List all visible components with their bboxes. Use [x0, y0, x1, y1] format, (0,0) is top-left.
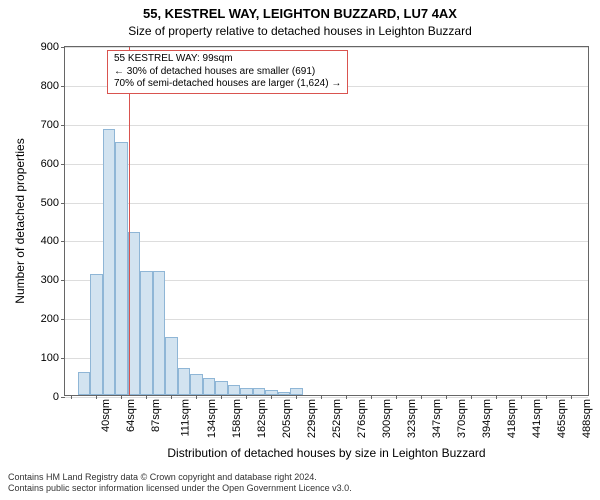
x-tick-label: 205sqm	[281, 399, 293, 438]
histogram-bar	[278, 392, 291, 395]
histogram-bar	[253, 388, 266, 395]
y-tick-label: 300	[41, 274, 65, 286]
x-tick-label: 394sqm	[481, 399, 493, 438]
x-tick-label: 300sqm	[381, 399, 393, 438]
x-axis-label: Distribution of detached houses by size …	[64, 446, 589, 460]
x-tick-label: 87sqm	[150, 399, 162, 432]
x-tick-label: 134sqm	[206, 399, 218, 438]
x-tick-label: 441sqm	[531, 399, 543, 438]
histogram-bar	[165, 337, 178, 395]
x-tick-label: 276sqm	[356, 399, 368, 438]
y-tick-label: 0	[53, 391, 65, 403]
gridline-h	[65, 203, 588, 204]
y-tick-label: 700	[41, 119, 65, 131]
x-tick-label: 370sqm	[456, 399, 468, 438]
histogram-bar	[178, 368, 191, 395]
x-tick-label: 347sqm	[431, 399, 443, 438]
footer-line1: Contains HM Land Registry data © Crown c…	[8, 472, 352, 483]
gridline-h	[65, 241, 588, 242]
histogram-bar	[228, 385, 241, 395]
gridline-h	[65, 47, 588, 48]
gridline-h	[65, 397, 588, 398]
x-tick-label: 252sqm	[331, 399, 343, 438]
annotation-box: 55 KESTREL WAY: 99sqm← 30% of detached h…	[107, 50, 348, 94]
histogram-bar	[140, 271, 153, 395]
y-tick-label: 900	[41, 41, 65, 53]
y-tick-label: 100	[41, 352, 65, 364]
chart-title-line1: 55, KESTREL WAY, LEIGHTON BUZZARD, LU7 4…	[0, 6, 600, 21]
x-tick-label: 323sqm	[406, 399, 418, 438]
gridline-h	[65, 125, 588, 126]
footer-attribution: Contains HM Land Registry data © Crown c…	[8, 472, 352, 494]
x-tick-label: 158sqm	[231, 399, 243, 438]
x-tick-label: 64sqm	[125, 399, 137, 432]
histogram-bar	[240, 388, 253, 395]
y-axis-label: Number of detached properties	[13, 138, 27, 303]
annotation-line: 55 KESTREL WAY: 99sqm	[114, 53, 341, 66]
histogram-bar	[215, 381, 228, 395]
y-tick-label: 500	[41, 197, 65, 209]
histogram-bar	[115, 142, 128, 395]
plot-area: 010020030040050060070080090040sqm64sqm87…	[64, 46, 589, 396]
x-tick-label: 111sqm	[180, 399, 192, 437]
footer-line2: Contains public sector information licen…	[8, 483, 352, 494]
y-tick-label: 600	[41, 158, 65, 170]
x-tick-label: 40sqm	[100, 399, 112, 432]
reference-line	[129, 47, 130, 395]
x-tick-label: 182sqm	[256, 399, 268, 438]
histogram-bar	[190, 374, 203, 395]
histogram-bar	[290, 388, 303, 395]
y-tick-label: 800	[41, 80, 65, 92]
chart-title-line2: Size of property relative to detached ho…	[0, 24, 600, 38]
annotation-line: ← 30% of detached houses are smaller (69…	[114, 66, 341, 79]
histogram-bar	[90, 274, 103, 395]
x-tick-label: 418sqm	[506, 399, 518, 438]
x-tick-label: 488sqm	[581, 399, 593, 438]
histogram-bar	[153, 271, 166, 395]
annotation-line: 70% of semi-detached houses are larger (…	[114, 78, 341, 91]
gridline-h	[65, 164, 588, 165]
x-tick-label: 229sqm	[306, 399, 318, 438]
histogram-bar	[78, 372, 91, 395]
histogram-bar	[103, 129, 116, 395]
x-tick-label: 465sqm	[556, 399, 568, 438]
histogram-bar	[203, 378, 216, 396]
y-tick-label: 400	[41, 235, 65, 247]
y-tick-label: 200	[41, 313, 65, 325]
